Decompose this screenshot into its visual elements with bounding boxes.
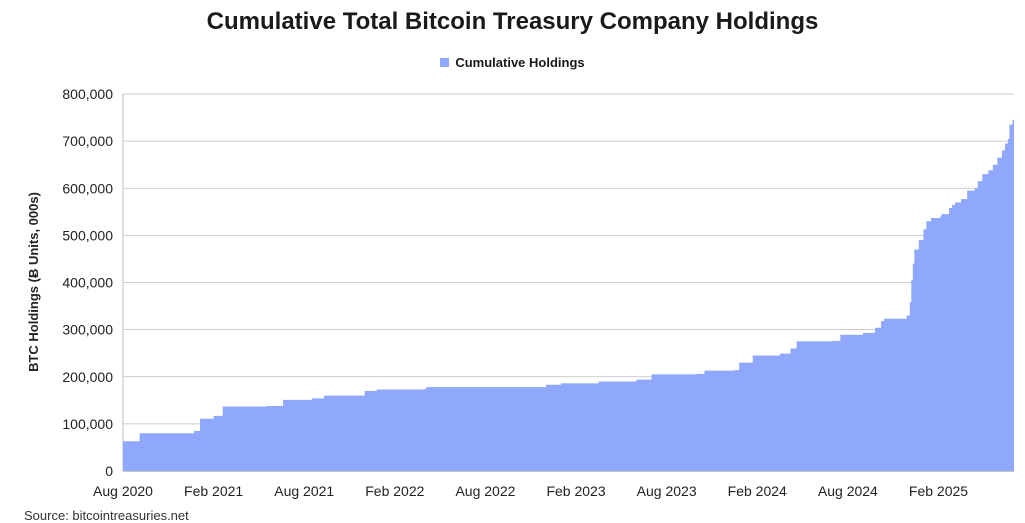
y-tick-label: 700,000 xyxy=(62,133,113,149)
y-axis-label: BTC Holdings (Ƀ Units, 000s) xyxy=(26,192,41,372)
x-tick-label: Feb 2025 xyxy=(909,483,968,499)
legend[interactable]: Cumulative Holdings xyxy=(0,55,1025,70)
y-tick-label: 600,000 xyxy=(62,180,113,196)
chart-title: Cumulative Total Bitcoin Treasury Compan… xyxy=(206,8,819,35)
y-tick-label: 800,000 xyxy=(62,86,113,102)
x-tick-label: Feb 2024 xyxy=(728,483,787,499)
x-axis-ticks: Aug 2020 Feb 2021 Aug 2021 Feb 2022 Aug 2022… xyxy=(93,483,968,499)
y-tick-label: 100,000 xyxy=(62,416,113,432)
x-tick-label: Aug 2024 xyxy=(818,483,878,499)
y-axis-ticks: 0 100,000 200,000 300,000 400,000 500,000 600,… xyxy=(62,86,113,479)
series-area-layer xyxy=(123,117,1014,471)
x-tick-label: Aug 2020 xyxy=(93,483,153,499)
x-tick-label: Feb 2023 xyxy=(546,483,605,499)
y-tick-label: 500,000 xyxy=(62,227,113,243)
y-tick-label: 0 xyxy=(105,463,113,479)
x-tick-label: Feb 2021 xyxy=(184,483,243,499)
y-tick-label: 300,000 xyxy=(62,322,113,338)
x-tick-label: Feb 2022 xyxy=(365,483,424,499)
source-note: Source: bitcointreasuries.net xyxy=(24,508,189,523)
series-area-cumulative-holdings xyxy=(123,117,1014,471)
legend-swatch xyxy=(440,58,450,67)
x-tick-label: Aug 2022 xyxy=(455,483,515,499)
y-tick-label: 400,000 xyxy=(62,275,113,291)
x-tick-label: Aug 2021 xyxy=(274,483,334,499)
x-tick-label: Aug 2023 xyxy=(637,483,697,499)
legend-label: Cumulative Holdings xyxy=(455,55,585,70)
y-tick-label: 200,000 xyxy=(62,369,113,385)
